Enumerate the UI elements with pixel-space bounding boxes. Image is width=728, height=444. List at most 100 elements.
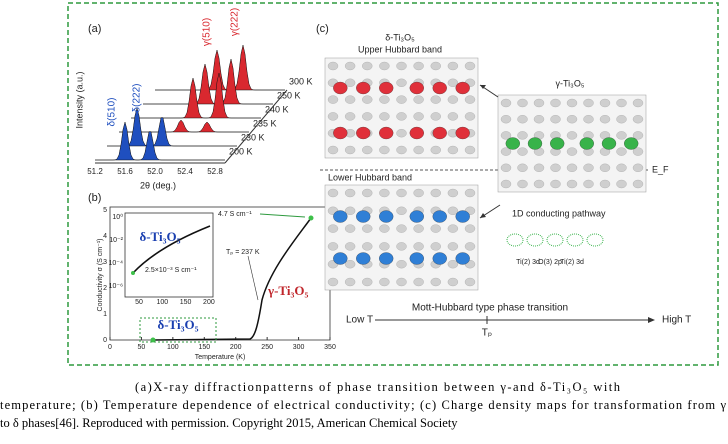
orbital <box>327 224 339 233</box>
orbital <box>396 242 407 251</box>
orbital <box>464 277 476 287</box>
caption-line: (a)X-ray diffractionpatterns of phase tr… <box>135 380 621 394</box>
label: (a) <box>88 23 101 35</box>
highlight <box>139 317 217 343</box>
orbital <box>396 95 407 104</box>
orbital <box>344 224 356 233</box>
tick-label: 300 <box>293 344 305 351</box>
xrd: 300 K 250 K 240 K 235 K 230 K 200 K 51.2 51.6 52… <box>87 8 312 176</box>
tick-label: 4 <box>103 233 107 240</box>
orbital <box>586 233 604 247</box>
pathway: 1D conducting pathway <box>512 208 606 218</box>
orbital <box>362 61 373 71</box>
orbital <box>344 78 356 87</box>
orbital <box>464 145 476 155</box>
orbital <box>546 233 564 247</box>
orbital <box>344 61 356 71</box>
orbital <box>344 112 356 121</box>
point <box>150 337 156 343</box>
label: (c) <box>316 23 329 35</box>
orbital <box>455 210 470 223</box>
structure <box>497 94 647 193</box>
trace <box>143 58 273 105</box>
orbital <box>409 126 424 140</box>
orbital <box>632 115 644 124</box>
orbital <box>432 126 447 140</box>
orbital-label: Ti(2) 3d <box>560 259 584 266</box>
pointer <box>259 213 306 218</box>
orbital <box>616 98 627 108</box>
caption-line: temperature; (b) Temperature dependence … <box>0 398 726 412</box>
arrowhead <box>648 317 655 323</box>
tick-label: 50 <box>135 299 143 306</box>
orbital <box>356 126 371 140</box>
temperature: 250 K <box>277 90 301 100</box>
orbital <box>379 81 394 95</box>
orbital <box>464 224 476 233</box>
orbital <box>464 112 476 121</box>
orbital <box>447 78 459 87</box>
orbital <box>362 145 373 155</box>
orbital <box>344 95 356 104</box>
orbital <box>379 126 394 140</box>
title: Lower Hubbard band <box>328 172 412 182</box>
orbital <box>362 242 373 251</box>
orbital <box>632 98 644 108</box>
orbital <box>447 206 459 215</box>
orbital <box>413 61 424 71</box>
orbital <box>396 112 407 121</box>
trace <box>155 44 285 91</box>
orbital <box>327 112 339 121</box>
orbital <box>550 137 565 150</box>
orbital <box>566 131 578 140</box>
orbital <box>632 163 644 172</box>
title: Upper Hubbard band <box>358 44 442 54</box>
peak-label: γ(510) <box>202 18 213 46</box>
orbital <box>632 147 644 156</box>
orbital <box>632 131 644 140</box>
orbital <box>362 188 373 198</box>
tick-label: 52.8 <box>207 167 223 176</box>
tick-label: 100 <box>156 299 168 306</box>
tick-label: 2 <box>103 285 107 292</box>
orbital <box>599 115 611 124</box>
orbital <box>396 129 407 138</box>
orbital <box>526 233 544 247</box>
orbital <box>455 252 470 265</box>
orbital <box>616 115 627 124</box>
orbital <box>327 145 339 155</box>
trace <box>131 72 261 119</box>
orbital <box>362 224 373 233</box>
orbital <box>333 81 348 95</box>
orbital <box>409 210 424 223</box>
orbital <box>430 224 441 233</box>
orbital <box>333 252 348 265</box>
orbital <box>455 126 470 140</box>
value: 2.5×10⁻³ S cm⁻¹ <box>145 267 197 274</box>
orbital <box>432 81 447 95</box>
orbital <box>333 126 348 140</box>
orbital <box>566 147 578 156</box>
tick-label: 250 <box>261 344 273 351</box>
orbital-label: Ti(2) 3d <box>516 259 540 266</box>
trace <box>95 121 225 161</box>
orbital <box>362 277 373 287</box>
orbital <box>447 224 459 233</box>
orbital <box>379 224 390 233</box>
tick-label: 51.2 <box>87 167 103 176</box>
orbital <box>362 95 373 104</box>
tick-label: 50 <box>138 344 146 351</box>
orbital <box>396 206 407 215</box>
structure <box>324 184 479 291</box>
orbital <box>344 242 356 251</box>
tick-label: 3 <box>103 259 107 266</box>
axis <box>224 89 288 164</box>
orbital <box>379 112 390 121</box>
orbital <box>447 95 459 104</box>
caption-line: to δ phases[46]. Reproduced with permiss… <box>0 416 458 430</box>
orbital <box>500 179 512 189</box>
orbital <box>447 260 459 269</box>
orbital <box>409 81 424 95</box>
high: High T <box>662 315 691 326</box>
orbital <box>517 131 528 140</box>
